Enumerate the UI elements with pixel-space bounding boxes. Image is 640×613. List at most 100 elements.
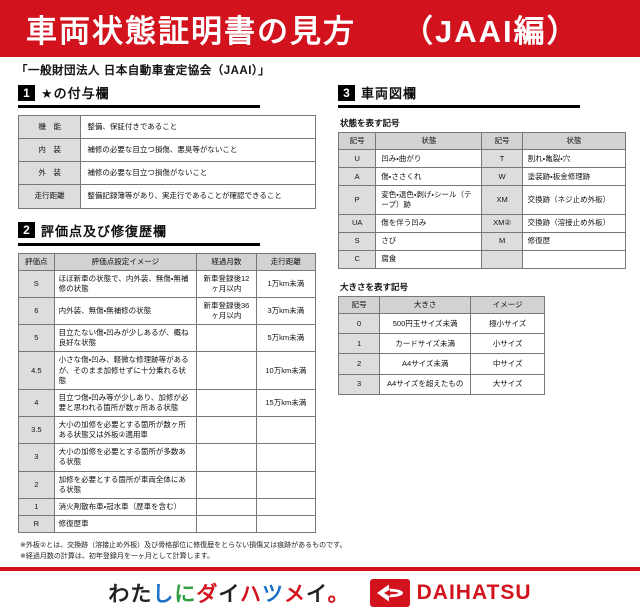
table-cell — [255, 443, 317, 472]
table-cell: U — [337, 149, 377, 169]
table-cell — [521, 249, 627, 270]
table-cell: 修復歴 — [521, 231, 627, 251]
table-header-row: 記号 大きさ イメージ — [337, 295, 546, 315]
footer: わたしにダイハツメイ。 DAIHATSU — [0, 573, 640, 613]
table-cell: XM — [481, 185, 523, 215]
table-cell: 5 — [18, 324, 55, 353]
table-cell: 塗装跡・板金修理跡 — [521, 167, 627, 187]
table-cell: 大小の加修を必要とする箇所が数ヶ所ある状態又は外板②適用車 — [53, 415, 198, 445]
table-cell: A4サイズを超えたもの — [379, 373, 472, 395]
table-cell: 小さな傷・凹み、軽微な修理跡等があるが、そのまま加修せずに十分乗れる状態 — [53, 351, 198, 390]
table-cell: 4 — [18, 388, 55, 418]
slogan-char: メ — [284, 583, 307, 607]
table-header-row: 記号 状態 記号 状態 — [337, 131, 627, 151]
right-column: 3 車両図欄 状態を表す記号 記号 状態 記号 状態 U 凹み・曲がり T 割れ・亀裂・穴 A 傷… — [337, 83, 627, 533]
table-cell: 大サイズ — [470, 373, 546, 395]
table-cell: 1 — [337, 333, 381, 355]
table-row: S さび M 修復歴 — [337, 231, 627, 251]
column-header: 評価点 — [18, 252, 55, 271]
table-row: 3 A4サイズを超えたもの 大サイズ — [337, 373, 546, 395]
table-row: 6 内外装、無傷・無補修の状態 新車登録後36ヶ月以内 3万km未満 — [18, 296, 317, 326]
column-header: 経過月数 — [196, 252, 257, 271]
table-cell: 走行距離 — [17, 184, 82, 209]
section1-heading: 1 ★の付与欄 — [18, 83, 260, 108]
table-cell: 凹み・曲がり — [375, 149, 483, 169]
table-cell — [196, 324, 257, 353]
table-cell — [196, 497, 257, 516]
table-row: P 変色・退色・剥げ・シール（テープ）跡 XM 交換跡（ネジ止め外板） — [337, 185, 627, 215]
table-row: C 腐食 — [337, 249, 627, 270]
section3-heading: 3 車両図欄 — [338, 83, 580, 108]
table-cell: 消火剤散布車・冠水車（歴車を含む） — [53, 497, 198, 516]
table-cell: 変色・退色・剥げ・シール（テープ）跡 — [375, 185, 483, 215]
slogan-char: に — [174, 583, 197, 607]
table-cell: C — [337, 249, 377, 270]
content-columns: 1 ★の付与欄 機 能整備、保証付きであること内 装補修の必要な目立つ損傷、悪臭… — [0, 81, 640, 534]
table-cell: カードサイズ未満 — [379, 333, 472, 355]
footnote-2: ※経過月数の計算は、初年登録月を一ヶ月として計算します。 — [20, 553, 214, 561]
table-row: R 修復歴車 — [18, 514, 317, 534]
table-cell: 補修の必要な目立つ損傷がないこと — [80, 161, 316, 186]
size-symbols-table: 記号 大きさ イメージ 0 500円玉サイズ未満 極小サイズ 1 カードサイズ未満 小サイズ 2 A… — [337, 295, 546, 395]
brand-wordmark: DAIHATSU — [416, 581, 532, 605]
page-title-row: 車両状態証明書の見方 （JAAI編） — [26, 6, 580, 51]
evaluation-score-table: 評価点 評価点設定イメージ 経過月数 走行距離 S ほぼ新車の状態で、内外装、無傷・無補修… — [18, 252, 317, 534]
column-header: 走行距離 — [255, 252, 317, 271]
table-cell — [196, 388, 257, 418]
table-cell — [196, 514, 257, 534]
red-divider-line — [0, 567, 640, 572]
table-cell: A — [337, 167, 377, 187]
column-header: 記号 — [337, 295, 381, 315]
table-row: 2 A4サイズ未満 中サイズ — [337, 353, 546, 375]
condition-symbols-table: 記号 状態 記号 状態 U 凹み・曲がり T 割れ・亀裂・穴 A 傷・ささくれ W 塗装跡・板金修理跡… — [337, 131, 627, 270]
table-cell: 目立たない傷・凹みが少しあるが、概ね良好な状態 — [53, 324, 198, 353]
slogan-char: ダ — [196, 583, 219, 607]
table-cell: 加修を必要とする箇所が車両全体にある状態 — [53, 470, 198, 499]
footnote-1: ※外板②とは、交換跡（溶接止め外板）及び骨格部位に修復歴をとらない損傷又は痕跡が… — [20, 542, 347, 549]
table-cell: 1 — [18, 497, 55, 516]
table-cell: 内 装 — [17, 138, 82, 163]
table-cell: S — [337, 231, 377, 251]
table-cell: 傷・ささくれ — [375, 167, 483, 187]
table-cell: 割れ・亀裂・穴 — [521, 149, 627, 169]
table-row: UA 傷を伴う凹み XM② 交換跡（溶接止め外板） — [337, 213, 627, 233]
table-cell: 3.5 — [18, 415, 55, 445]
table-cell: M — [481, 231, 523, 251]
column-header: 大きさ — [379, 295, 472, 315]
table-cell: 傷を伴う凹み — [375, 213, 483, 233]
table-cell: XM② — [481, 213, 523, 233]
section2-number-badge: 2 — [18, 222, 35, 238]
table-row: U 凹み・曲がり T 割れ・亀裂・穴 — [337, 149, 627, 169]
slogan-char: ハ — [240, 583, 263, 607]
table-row: 3.5 大小の加修を必要とする箇所が数ヶ所ある状態又は外板②適用車 — [18, 415, 317, 445]
table-cell: 目立つ傷・凹み等が少しあり、加修が必要と思われる箇所が数ヶ所ある状態 — [53, 388, 198, 418]
table-cell — [196, 351, 257, 390]
slogan-char: ツ — [262, 583, 285, 607]
slogan-char: し — [152, 583, 175, 607]
table-cell: A4サイズ未満 — [379, 353, 472, 375]
table-header-row: 評価点 評価点設定イメージ 経過月数 走行距離 — [18, 252, 317, 271]
column-header: 状態 — [521, 131, 627, 151]
table-cell: P — [337, 185, 377, 215]
size-symbols-label: 大きさを表す記号 — [340, 282, 409, 292]
table-cell — [255, 415, 317, 445]
table-cell: 補修の必要な目立つ損傷、悪臭等がないこと — [80, 138, 316, 163]
table-row: 2 加修を必要とする箇所が車両全体にある状態 — [18, 470, 317, 499]
star-criteria-table: 機 能整備、保証付きであること内 装補修の必要な目立つ損傷、悪臭等がないこと外 … — [17, 114, 316, 209]
table-cell: R — [18, 514, 55, 534]
footer-slogan: わたしにダイハツメイ。 — [108, 578, 349, 608]
table-cell — [255, 497, 317, 516]
table-cell: 4.5 — [18, 351, 55, 390]
slogan-char: わ — [108, 583, 131, 607]
table-cell: 1万km未満 — [255, 269, 317, 298]
table-cell: S — [18, 269, 55, 298]
table-cell: 15万km未満 — [255, 388, 317, 418]
table-cell: 3 — [337, 373, 381, 395]
slogan-char: た — [130, 583, 153, 607]
table-cell: ほぼ新車の状態で、内外装、無傷・無補修の状態 — [53, 269, 198, 298]
subtitle: 「一般財団法人 日本自動車査定協会（JAAI）」 — [16, 65, 271, 77]
table-cell: 10万km未満 — [255, 351, 317, 390]
table-cell: 交換跡（ネジ止め外板） — [521, 185, 627, 215]
column-header: 記号 — [481, 131, 523, 151]
